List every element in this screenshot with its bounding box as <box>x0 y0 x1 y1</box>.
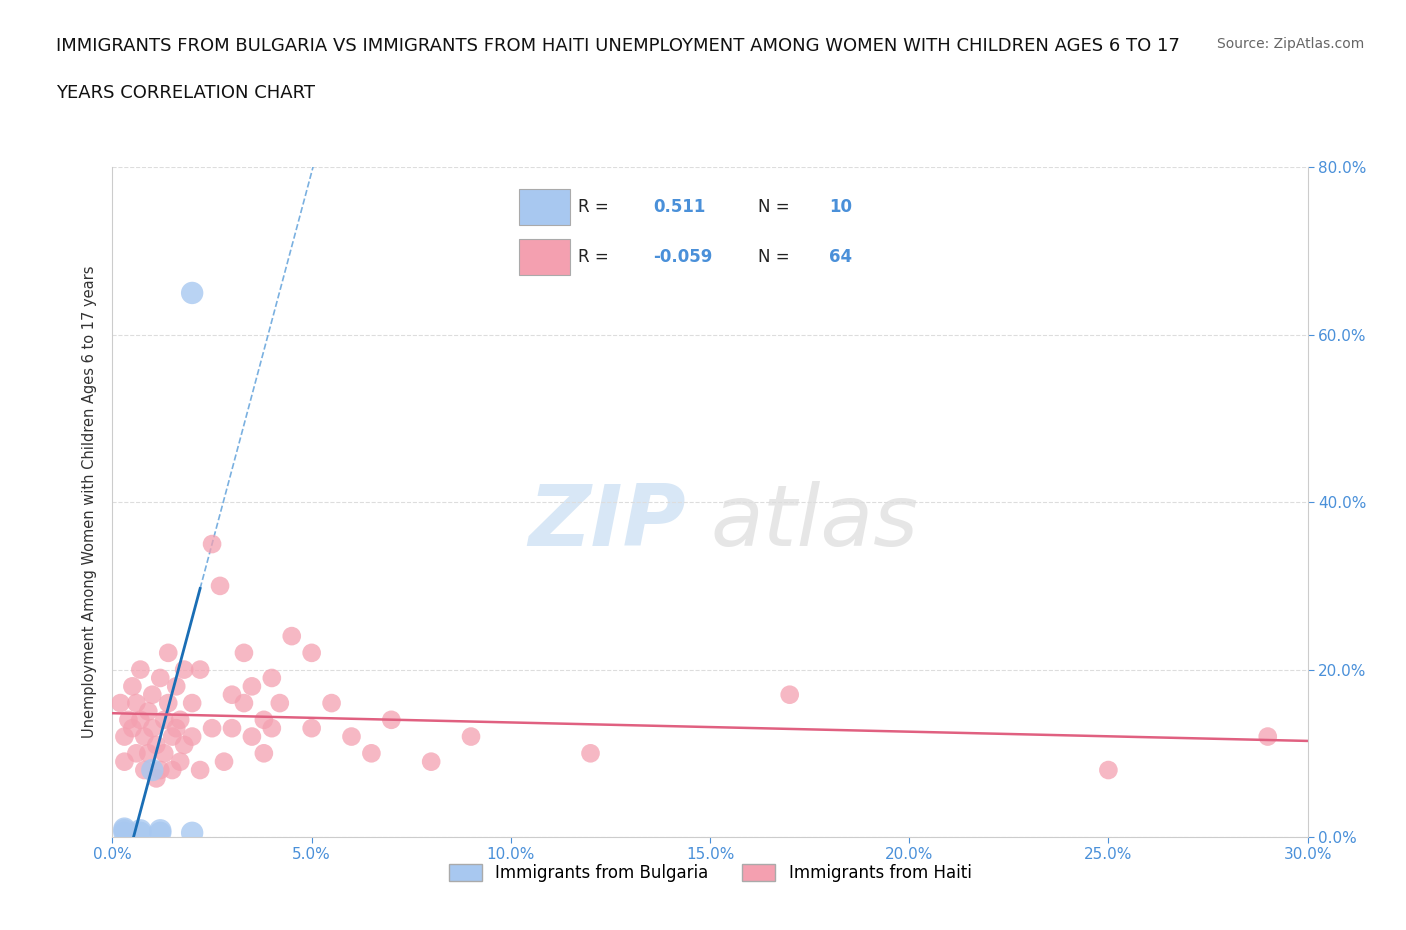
Point <box>209 578 232 593</box>
Point <box>162 729 183 744</box>
Point <box>281 629 304 644</box>
Point <box>240 729 263 744</box>
Point <box>162 763 183 777</box>
Point <box>212 754 235 769</box>
Point <box>221 687 243 702</box>
Point <box>114 823 135 838</box>
Point <box>253 712 276 727</box>
Point <box>138 746 160 761</box>
Point <box>149 671 172 685</box>
Legend: Immigrants from Bulgaria, Immigrants from Haiti: Immigrants from Bulgaria, Immigrants fro… <box>441 857 979 889</box>
Point <box>240 679 263 694</box>
Point <box>188 662 211 677</box>
Text: atlas: atlas <box>710 481 918 564</box>
Point <box>201 721 224 736</box>
Point <box>1097 763 1119 777</box>
Point <box>173 662 195 677</box>
Point <box>169 712 191 727</box>
Point <box>181 696 204 711</box>
Point <box>129 826 152 841</box>
Point <box>173 737 195 752</box>
Point <box>149 823 172 838</box>
Point <box>181 286 204 300</box>
Point <box>149 826 172 841</box>
Point <box>779 687 801 702</box>
Point <box>260 671 283 685</box>
Point <box>260 721 283 736</box>
Point <box>181 729 204 744</box>
Point <box>233 645 256 660</box>
Point <box>165 679 187 694</box>
Point <box>117 712 139 727</box>
Point <box>269 696 291 711</box>
Point <box>340 729 363 744</box>
Point <box>141 763 163 777</box>
Point <box>201 537 224 551</box>
Point <box>121 679 143 694</box>
Point <box>121 721 143 736</box>
Point <box>420 754 443 769</box>
Text: Source: ZipAtlas.com: Source: ZipAtlas.com <box>1216 37 1364 51</box>
Text: YEARS CORRELATION CHART: YEARS CORRELATION CHART <box>56 84 315 101</box>
Point <box>301 721 323 736</box>
Point <box>157 696 180 711</box>
Point <box>1257 729 1279 744</box>
Point <box>253 746 276 761</box>
Point <box>141 687 163 702</box>
Point <box>321 696 343 711</box>
Point <box>157 645 180 660</box>
Point <box>129 662 152 677</box>
Text: ZIP: ZIP <box>529 481 686 564</box>
Point <box>145 771 167 786</box>
Point <box>134 729 156 744</box>
Point <box>165 721 187 736</box>
Point <box>114 754 135 769</box>
Point <box>221 721 243 736</box>
Point <box>125 746 148 761</box>
Point <box>134 763 156 777</box>
Point <box>110 696 132 711</box>
Point <box>129 823 152 838</box>
Point <box>153 746 176 761</box>
Point <box>233 696 256 711</box>
Point <box>380 712 402 727</box>
Y-axis label: Unemployment Among Women with Children Ages 6 to 17 years: Unemployment Among Women with Children A… <box>82 266 97 738</box>
Point <box>114 826 135 841</box>
Point <box>114 729 135 744</box>
Text: IMMIGRANTS FROM BULGARIA VS IMMIGRANTS FROM HAITI UNEMPLOYMENT AMONG WOMEN WITH : IMMIGRANTS FROM BULGARIA VS IMMIGRANTS F… <box>56 37 1180 55</box>
Point <box>579 746 602 761</box>
Point <box>153 712 176 727</box>
Point <box>129 712 152 727</box>
Point <box>181 826 204 841</box>
Point <box>141 721 163 736</box>
Point <box>114 821 135 836</box>
Point <box>188 763 211 777</box>
Point <box>125 696 148 711</box>
Point <box>169 754 191 769</box>
Point <box>145 737 167 752</box>
Point <box>460 729 482 744</box>
Point <box>360 746 382 761</box>
Point <box>301 645 323 660</box>
Point <box>149 763 172 777</box>
Point <box>138 704 160 719</box>
